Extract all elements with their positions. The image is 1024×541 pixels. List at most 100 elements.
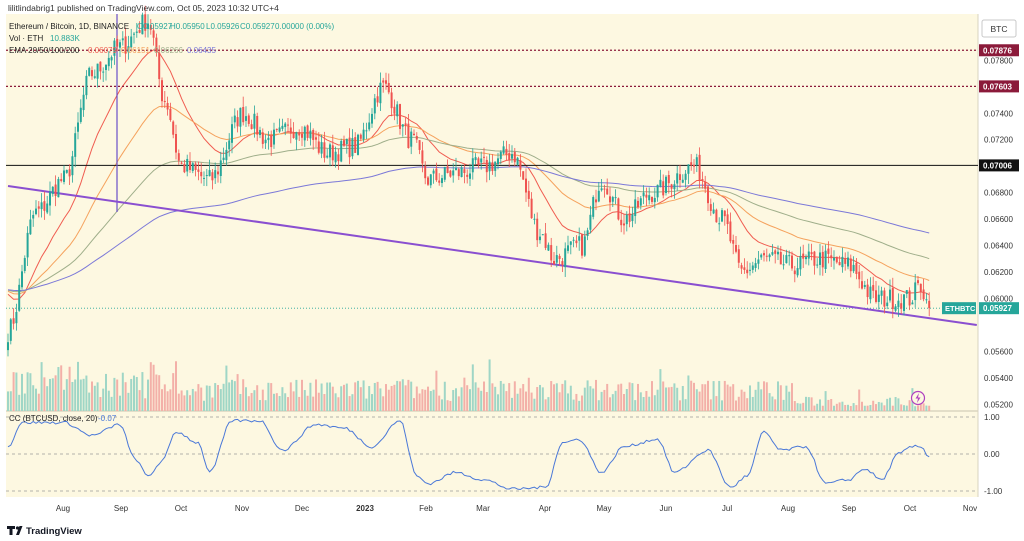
candle-body <box>693 164 695 167</box>
candle-body <box>270 135 273 148</box>
volume-bar <box>525 391 527 411</box>
candle-body <box>303 126 306 141</box>
volume-bar <box>43 377 46 411</box>
candle-body <box>681 179 684 183</box>
level-label-box <box>979 80 1019 93</box>
candle-body <box>569 241 572 245</box>
candle-body <box>483 156 485 158</box>
volume-bar <box>802 402 805 411</box>
volume-bar <box>905 405 908 411</box>
candle-body <box>110 57 113 61</box>
volume-bar <box>189 395 191 411</box>
volume-bar <box>233 381 236 411</box>
volume-bar <box>838 402 841 411</box>
candle-body <box>264 139 267 144</box>
candle-body <box>421 150 424 164</box>
volume-bar <box>354 382 357 411</box>
volume-bar <box>914 406 917 411</box>
volume-bar <box>718 380 721 411</box>
volume-bar <box>737 396 740 411</box>
candle-body <box>91 70 93 77</box>
volume-bar <box>849 405 852 411</box>
price-tick-label: 0.05600 <box>984 347 1013 356</box>
volume-bar <box>908 400 911 411</box>
volume-bar <box>816 403 819 411</box>
candle-body <box>214 170 217 179</box>
candle-body <box>634 199 637 217</box>
volume-bar <box>511 397 513 411</box>
candle-body <box>712 209 715 214</box>
volume-bar <box>690 380 693 411</box>
tradingview-logo-icon[interactable] <box>7 526 23 535</box>
ema20-value: 0.06079 <box>88 46 117 55</box>
volume-bar <box>564 380 567 411</box>
candle-body <box>141 14 144 35</box>
candle-body <box>278 127 281 132</box>
lightning-icon[interactable] <box>910 390 926 406</box>
volume-bar <box>625 389 628 411</box>
volume-bar <box>847 404 849 411</box>
candle-body <box>917 280 919 284</box>
volume-bar <box>785 385 788 411</box>
ema-legend-label[interactable]: EMA 20/50/100/200 <box>9 46 80 55</box>
candle-body <box>779 251 782 265</box>
volume-bar <box>653 395 656 411</box>
candle-body <box>250 124 253 130</box>
volume-legend-label[interactable]: Vol · ETH <box>9 34 43 43</box>
volume-bar <box>40 362 43 411</box>
price-tick-label: 0.07800 <box>984 56 1013 65</box>
volume-bar <box>477 387 480 411</box>
candle-body <box>466 174 469 177</box>
candle-body <box>359 134 362 139</box>
volume-bar <box>130 378 133 411</box>
volume-bar <box>628 382 631 411</box>
candle-body <box>208 170 211 177</box>
volume-bar <box>707 380 709 411</box>
candle-body <box>371 113 373 124</box>
symbol-title[interactable]: Ethereum / Bitcoin, 1D, BINANCE <box>9 22 129 31</box>
candle-body <box>821 251 824 268</box>
candle-body <box>774 250 777 254</box>
volume-bar <box>225 365 228 411</box>
candle-body <box>217 171 219 175</box>
volume-bar <box>483 381 485 411</box>
candle-body <box>662 181 665 196</box>
cc-tick-label: 0.00 <box>984 450 1000 459</box>
ohlc-high: H0.05950 <box>170 22 205 31</box>
candle-body <box>385 80 387 84</box>
volume-bar <box>886 398 889 411</box>
volume-bar <box>513 381 516 411</box>
volume-bar <box>46 386 49 411</box>
volume-bar <box>295 379 298 411</box>
volume-bar <box>267 382 270 411</box>
candle-body <box>124 36 127 54</box>
ohlc-change: 0.00000 (0.00%) <box>275 22 334 31</box>
candle-body <box>99 61 102 72</box>
volume-bar <box>497 394 499 411</box>
time-axis-label: Dec <box>295 504 309 513</box>
candle-body <box>880 290 883 296</box>
volume-bar <box>754 389 757 411</box>
candle-body <box>449 170 452 177</box>
candle-body <box>281 125 284 129</box>
candle-body <box>362 129 365 140</box>
candle-body <box>819 252 821 265</box>
candle-body <box>155 37 158 52</box>
candle-body <box>687 164 690 174</box>
volume-bar <box>726 384 729 411</box>
volume-bar <box>827 399 830 411</box>
volume-bar <box>82 378 85 411</box>
candle-body <box>572 239 575 241</box>
volume-bar <box>177 393 180 411</box>
currency-button[interactable] <box>981 19 1017 38</box>
candle-body <box>684 173 687 180</box>
candle-body <box>740 265 743 269</box>
volume-bar <box>119 395 121 411</box>
candle-body <box>295 132 298 140</box>
cc-legend-label[interactable]: CC (BTCUSD, close, 20) <box>9 414 98 423</box>
candle-body <box>679 174 681 181</box>
volume-bar <box>35 388 37 411</box>
candle-body <box>161 80 163 102</box>
volume-bar <box>222 383 225 411</box>
candle-body <box>93 76 96 78</box>
